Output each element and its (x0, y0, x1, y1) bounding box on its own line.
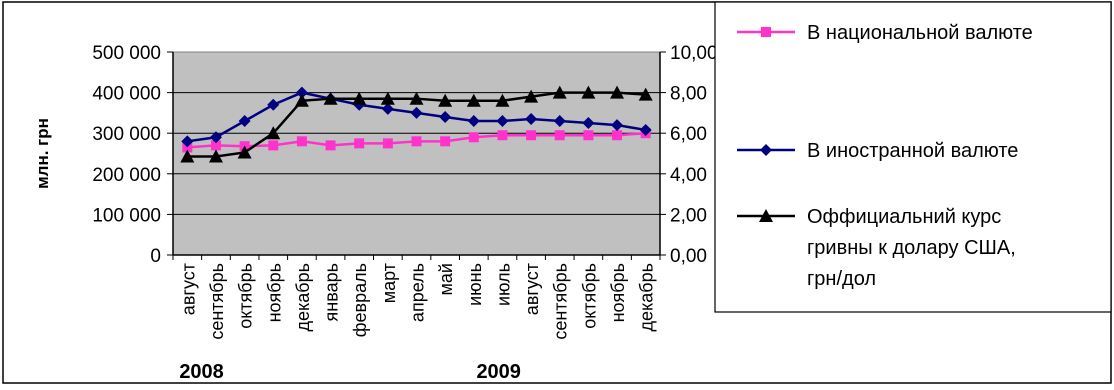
y2-tick-label: 8,00 (670, 84, 707, 105)
data-point (296, 136, 307, 147)
data-point (180, 149, 195, 163)
data-point (553, 115, 566, 128)
x-category-label: декабрь (637, 263, 657, 332)
legend-marker (760, 144, 772, 156)
x-category-label: сентябрь (207, 263, 227, 340)
data-point (238, 115, 251, 128)
x-category-label: сентябрь (551, 263, 571, 340)
data-point (352, 91, 367, 105)
y2-tick-label: 10,00 (670, 43, 718, 64)
data-point (209, 131, 222, 144)
x-category-label: ноябрь (608, 263, 628, 322)
legend-label: Оффициальний курс (807, 206, 1001, 228)
data-point (381, 102, 394, 115)
data-point (268, 140, 279, 151)
data-point (323, 91, 338, 105)
data-point (208, 149, 223, 163)
data-point (611, 119, 624, 132)
x-category-label: июнь (465, 263, 485, 306)
data-point (466, 93, 481, 107)
data-point (496, 115, 509, 128)
data-point (612, 130, 623, 141)
data-point (552, 85, 567, 99)
data-point (583, 130, 594, 141)
y-axis-title: млн. грн (33, 118, 52, 189)
data-point (325, 140, 336, 151)
data-point (554, 130, 565, 141)
data-point (524, 89, 539, 103)
y-tick-label: 0 (150, 246, 161, 267)
y2-tick-label: 6,00 (670, 124, 707, 145)
data-point (354, 138, 365, 149)
x-category-label: декабрь (293, 263, 313, 332)
x-category-label: июль (493, 263, 513, 306)
data-point (639, 123, 652, 136)
x-category-label: октябрь (579, 263, 599, 329)
x-category-label: февраль (350, 263, 370, 337)
data-point (380, 91, 395, 105)
legend-label: В национальной валюте (807, 22, 1033, 44)
data-point (468, 132, 479, 143)
legend-marker (759, 209, 773, 222)
y-tick-label: 400 000 (92, 84, 161, 105)
x-category-label: апрель (408, 263, 428, 322)
y-tick-label: 200 000 (92, 165, 161, 186)
data-point (182, 142, 193, 153)
year-label: 2009 (476, 361, 521, 383)
y-tick-label: 500 000 (92, 43, 161, 64)
data-point (438, 93, 453, 107)
data-point (581, 85, 596, 99)
data-point (582, 117, 595, 130)
data-point (382, 138, 393, 149)
data-point (409, 91, 424, 105)
legend-label: В иностранной валюте (807, 140, 1018, 162)
y2-tick-label: 2,00 (670, 205, 707, 226)
data-point (638, 87, 653, 101)
data-point (439, 110, 452, 123)
y2-tick-label: 4,00 (670, 165, 707, 186)
data-point (497, 130, 508, 141)
data-point (267, 98, 280, 111)
data-point (526, 130, 537, 141)
data-point (210, 140, 221, 151)
data-point (440, 136, 451, 147)
data-point (495, 93, 510, 107)
legend-marker (761, 27, 771, 37)
x-category-label: май (436, 263, 456, 295)
year-label: 2008 (179, 361, 224, 383)
data-point (525, 112, 538, 125)
x-category-label: август (522, 263, 542, 315)
data-point (411, 136, 422, 147)
data-point (295, 86, 308, 99)
legend-label: грн/дол (807, 268, 876, 290)
data-point (467, 115, 480, 128)
x-category-label: январь (322, 263, 342, 321)
legend-label: гривны к долару США, (807, 237, 1016, 259)
y2-tick-label: 0,00 (670, 246, 707, 267)
x-category-label: октябрь (236, 263, 256, 329)
data-point (181, 135, 194, 148)
data-point (410, 106, 423, 119)
y-tick-label: 300 000 (92, 124, 161, 145)
x-category-label: ноябрь (264, 263, 284, 322)
y-tick-label: 100 000 (92, 205, 161, 226)
x-category-label: март (379, 263, 399, 303)
data-point (610, 85, 625, 99)
data-point (266, 126, 281, 140)
legend-box (714, 1, 1112, 313)
x-category-label: август (178, 263, 198, 315)
data-point (294, 93, 309, 107)
plot-area (172, 51, 661, 256)
data-point (237, 145, 252, 159)
